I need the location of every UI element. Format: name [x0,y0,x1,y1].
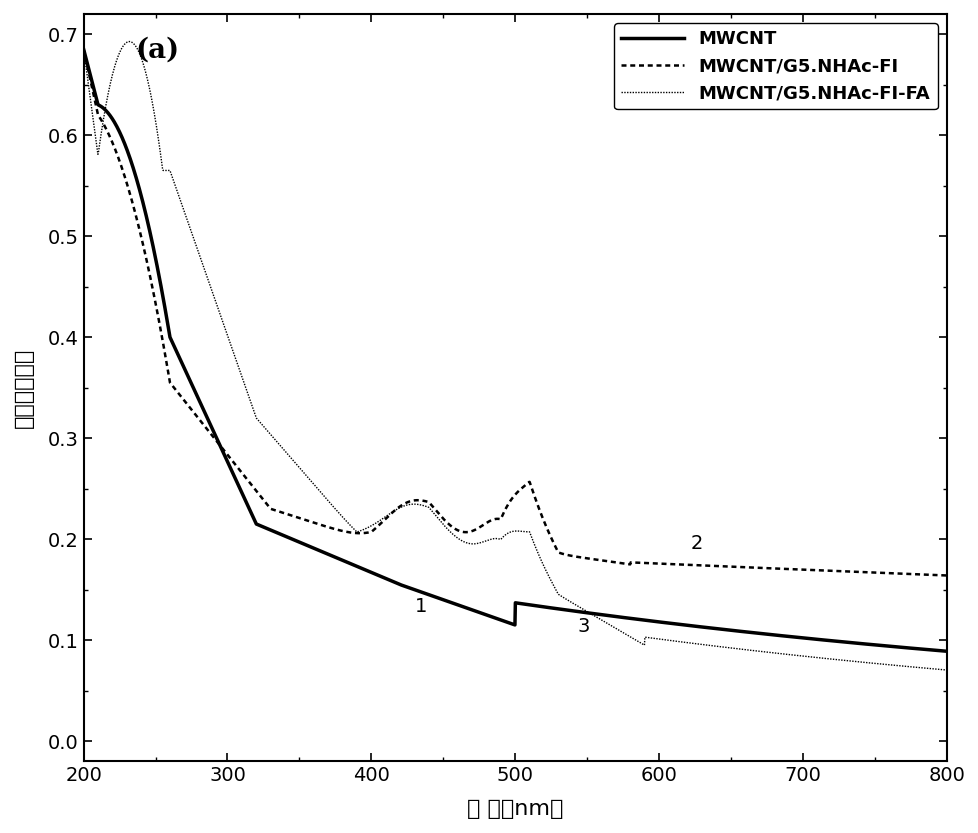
MWCNT [497,616,509,626]
MWCNT/G5.NHAc-FI-FA [77,44,89,54]
MWCNT/G5.NHAc-FI-FA [940,665,952,675]
MWCNT [940,646,952,656]
MWCNT [77,44,89,54]
MWCNT/G5.NHAc-FI-FA [498,531,510,541]
MWCNT/G5.NHAc-FI [497,509,509,519]
X-axis label: 波 长（nm）: 波 长（nm） [467,799,562,819]
MWCNT [914,644,926,654]
MWCNT/G5.NHAc-FI [940,571,952,581]
Text: 1: 1 [414,597,426,616]
Y-axis label: 吸收率（％）: 吸收率（％） [14,347,34,428]
MWCNT/G5.NHAc-FI [121,181,133,191]
Text: 2: 2 [689,534,702,553]
Text: 3: 3 [576,617,589,636]
MWCNT/G5.NHAc-FI [77,44,89,54]
MWCNT/G5.NHAc-FI [757,563,769,573]
MWCNT/G5.NHAc-FI-FA [757,646,769,656]
MWCNT/G5.NHAc-FI-FA [474,537,486,547]
MWCNT/G5.NHAc-FI-FA [123,37,135,47]
Legend: MWCNT, MWCNT/G5.NHAc-FI, MWCNT/G5.NHAc-FI-FA: MWCNT, MWCNT/G5.NHAc-FI, MWCNT/G5.NHAc-F… [613,23,937,109]
MWCNT/G5.NHAc-FI [474,521,486,531]
Line: MWCNT/G5.NHAc-FI: MWCNT/G5.NHAc-FI [83,49,946,576]
Line: MWCNT/G5.NHAc-FI-FA: MWCNT/G5.NHAc-FI-FA [83,42,946,670]
MWCNT [474,608,486,618]
MWCNT/G5.NHAc-FI-FA [915,663,927,673]
MWCNT [757,629,769,639]
MWCNT/G5.NHAc-FI-FA [914,663,926,673]
Line: MWCNT: MWCNT [83,49,946,651]
MWCNT/G5.NHAc-FI-FA [121,37,133,47]
MWCNT [914,644,926,654]
MWCNT [121,147,133,157]
MWCNT/G5.NHAc-FI [914,570,926,580]
Text: (a): (a) [135,37,179,63]
MWCNT/G5.NHAc-FI [914,570,926,580]
